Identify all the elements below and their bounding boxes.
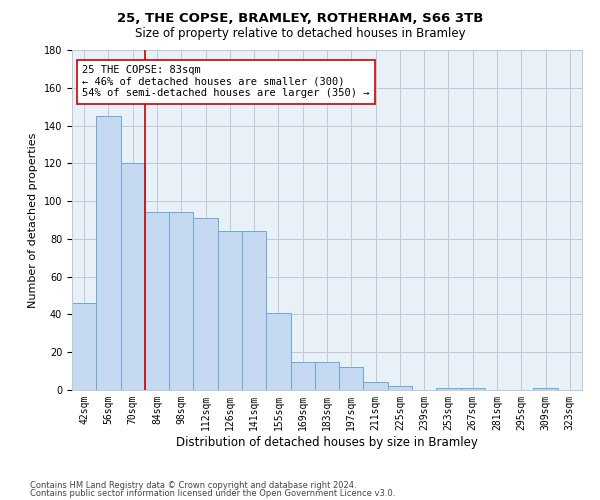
Bar xyxy=(315,362,339,390)
Text: Contains HM Land Registry data © Crown copyright and database right 2024.: Contains HM Land Registry data © Crown c… xyxy=(30,480,356,490)
Bar xyxy=(533,388,558,390)
Bar xyxy=(121,164,145,390)
Text: 25 THE COPSE: 83sqm
← 46% of detached houses are smaller (300)
54% of semi-detac: 25 THE COPSE: 83sqm ← 46% of detached ho… xyxy=(82,66,370,98)
Bar xyxy=(218,232,242,390)
Text: Contains public sector information licensed under the Open Government Licence v3: Contains public sector information licen… xyxy=(30,489,395,498)
Bar xyxy=(96,116,121,390)
Bar xyxy=(72,303,96,390)
Bar xyxy=(169,212,193,390)
Text: 25, THE COPSE, BRAMLEY, ROTHERHAM, S66 3TB: 25, THE COPSE, BRAMLEY, ROTHERHAM, S66 3… xyxy=(117,12,483,26)
Bar xyxy=(242,232,266,390)
Bar xyxy=(290,362,315,390)
X-axis label: Distribution of detached houses by size in Bramley: Distribution of detached houses by size … xyxy=(176,436,478,448)
Bar xyxy=(388,386,412,390)
Y-axis label: Number of detached properties: Number of detached properties xyxy=(28,132,38,308)
Bar xyxy=(436,388,461,390)
Bar xyxy=(364,382,388,390)
Bar xyxy=(266,312,290,390)
Bar xyxy=(461,388,485,390)
Bar xyxy=(145,212,169,390)
Bar xyxy=(339,368,364,390)
Bar xyxy=(193,218,218,390)
Text: Size of property relative to detached houses in Bramley: Size of property relative to detached ho… xyxy=(134,28,466,40)
